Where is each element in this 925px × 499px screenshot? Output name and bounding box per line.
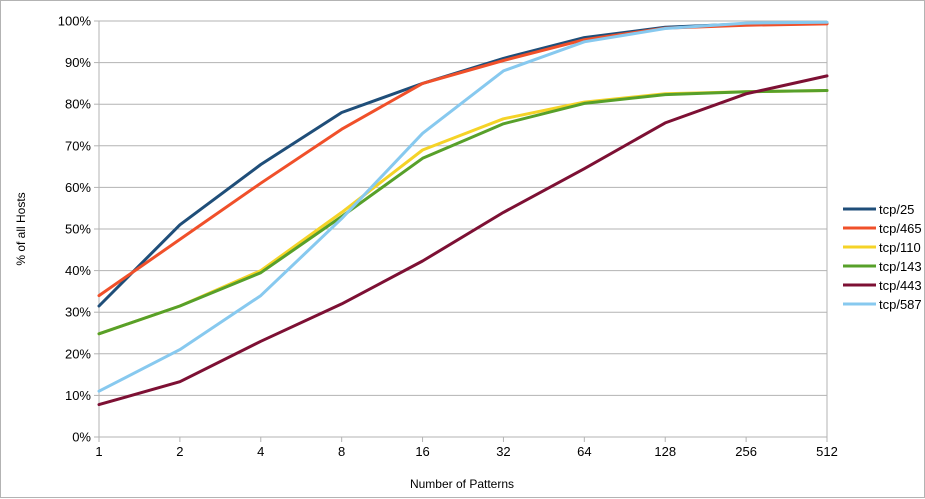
gridlines [99,20,828,438]
x-tick-label: 8 [338,444,345,459]
y-tick-label: 40% [65,263,91,278]
x-tick-label: 64 [577,444,591,459]
x-tick-label: 4 [257,444,264,459]
y-tick-label: 80% [65,97,91,112]
y-tick-label: 10% [65,388,91,403]
legend-label: tcp/25 [879,202,914,217]
legend-label: tcp/443 [879,278,922,293]
y-axis-title: % of all Hosts [14,192,28,265]
series-line-tcp-443 [97,74,829,407]
series-line-tcp-143 [97,89,829,336]
legend-label: tcp/143 [879,259,922,274]
y-tick-label: 20% [65,346,91,361]
x-axis-title: Number of Patterns [410,477,514,491]
series-line-tcp-465 [97,22,829,298]
series-line-tcp-587 [97,20,829,393]
series-lines [97,20,829,407]
y-tick-label: 50% [65,222,91,237]
x-tick-label: 32 [496,444,510,459]
y-tick-label: 100% [58,14,92,29]
x-tick-label: 16 [415,444,429,459]
x-tick-label: 128 [654,444,676,459]
x-tick-label: 1 [95,444,102,459]
legend-label: tcp/465 [879,221,922,236]
series-line-tcp-110 [97,89,829,336]
legend-label: tcp/587 [879,297,922,312]
x-tick-label: 256 [735,444,757,459]
axes: 0% 10% 20% 30% 40% 50% 60% 70% 80% 90% 100% 1 2 4 8 16 3… [58,14,838,460]
x-tick-label: 512 [816,444,838,459]
series-line-tcp-25 [97,21,829,308]
y-tick-label: 70% [65,138,91,153]
y-tick-label: 60% [65,180,91,195]
y-tick-label: 90% [65,55,91,70]
y-tick-label: 0% [72,430,91,445]
legend: tcp/25 tcp/465 tcp/110 tcp/143 tcp/443 tcp/58… [843,202,922,312]
y-tick-label: 30% [65,305,91,320]
x-tick-label: 2 [176,444,183,459]
legend-label: tcp/110 [879,240,921,255]
